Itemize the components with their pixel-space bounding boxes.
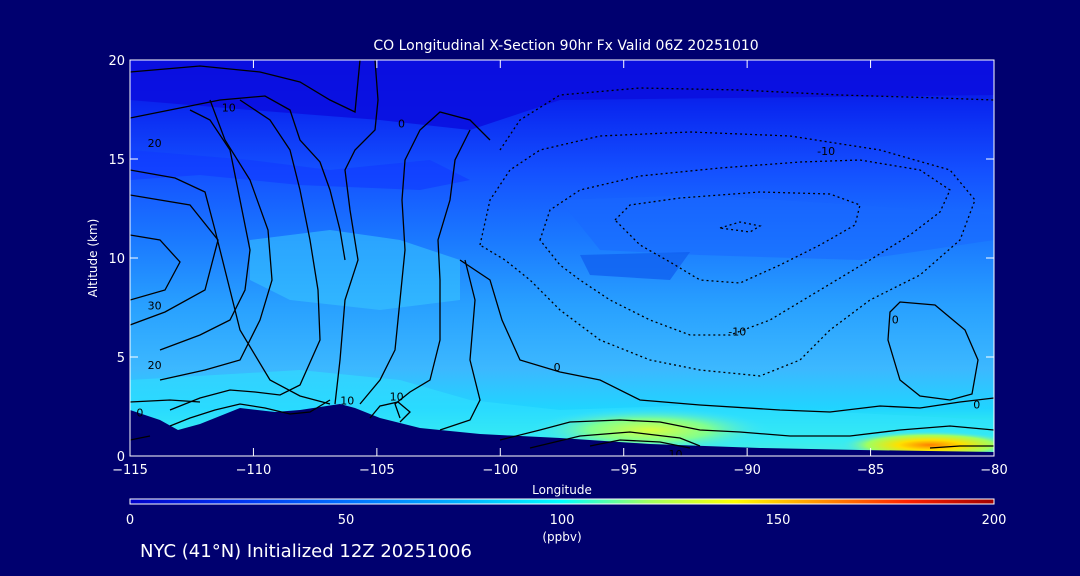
contour-line (359, 111, 491, 405)
co-field-patch (560, 195, 994, 260)
contour-line (130, 435, 151, 441)
x-tick-label: −85 (857, 463, 884, 478)
contour-lines (130, 60, 994, 449)
contour-line (159, 99, 273, 381)
contour-line (929, 445, 994, 449)
x-tick-label: −90 (733, 463, 760, 478)
colorbar: 0 50 100 150 200 (ppbv) (126, 498, 1007, 544)
co-field-patch (130, 150, 470, 190)
contour-line (887, 301, 979, 401)
y-tick-label: 10 (108, 252, 125, 267)
colorbar-tick-label: 200 (982, 513, 1007, 528)
colorbar-tick-label: 0 (126, 513, 134, 528)
contour-label: 0 (136, 406, 143, 419)
contour-line (169, 99, 321, 411)
colorbar-tick-label: 50 (338, 513, 355, 528)
contour-line (499, 419, 994, 441)
contour-line (130, 234, 181, 301)
contour-line (529, 431, 701, 449)
co-maximum-east (840, 431, 994, 456)
y-tick-label: 0 (117, 450, 125, 465)
contour-line (130, 399, 201, 403)
y-axis-label: Altitude (km) (86, 219, 100, 298)
colorbar-gradient (129, 498, 995, 505)
y-tick-label: 20 (108, 54, 125, 69)
contour-label: 10 (390, 391, 404, 404)
x-tick-label: −100 (482, 463, 518, 478)
x-axis-label: Longitude (532, 483, 592, 497)
initialization-caption: NYC (41°N) Initialized 12Z 20251006 (140, 541, 472, 562)
contour-line (719, 221, 762, 233)
contour-label: 30 (148, 300, 162, 313)
colorbar-ticks: 0 50 100 150 200 (126, 513, 1007, 528)
contour-label: 0 (973, 399, 980, 412)
contour-line (159, 109, 251, 351)
x-tick-label: −80 (980, 463, 1007, 478)
contour-line (169, 399, 331, 427)
colorbar-tick-label: 150 (766, 513, 791, 528)
contour-line (539, 159, 951, 336)
contour-label: 10 (222, 102, 236, 115)
contour-label: 10 (340, 395, 354, 408)
contour-label: 20 (148, 137, 162, 150)
y-tick-label: 5 (117, 351, 125, 366)
contour-label: 0 (398, 117, 405, 130)
x-tick-label: −115 (112, 463, 148, 478)
x-tick-label: −95 (610, 463, 637, 478)
contour-line (334, 60, 379, 405)
contour-label: 20 (148, 359, 162, 372)
colorbar-units: (ppbv) (542, 530, 581, 544)
x-tick-label: −105 (359, 463, 395, 478)
contour-line (589, 439, 691, 449)
contour-label: 10 (669, 448, 683, 461)
chart-title: CO Longitudinal X-Section 90hr Fx Valid … (373, 38, 758, 54)
contour-label: -10 (728, 325, 746, 338)
contour-line (614, 191, 861, 284)
colorbar-tick-label: 100 (550, 513, 575, 528)
contour-labels: 10 20 0 -10 30 20 0 -10 0 0 10 10 0 10 (136, 102, 980, 461)
contour-line (394, 129, 471, 419)
plot-area: 10 20 0 -10 30 20 0 -10 0 0 10 10 0 10 (130, 60, 994, 461)
contour-line (130, 60, 361, 113)
y-axis: 0 5 10 15 20 (108, 54, 994, 465)
contour-line (459, 259, 994, 413)
x-axis: −115 −110 −105 −100 −95 −90 −85 −80 (112, 60, 1008, 478)
contour-label: 0 (554, 361, 561, 374)
co-field-patch (580, 252, 690, 280)
negative-contour-lines (479, 87, 994, 377)
terrain-mask (130, 404, 994, 456)
y-tick-label: 15 (108, 153, 125, 168)
contour-label: -10 (817, 145, 835, 158)
contour-label: 0 (892, 313, 899, 326)
contour-line (369, 401, 411, 423)
contour-line (439, 259, 481, 431)
contour-line (130, 95, 346, 261)
contour-line (130, 194, 219, 326)
x-tick-label: −110 (236, 463, 272, 478)
